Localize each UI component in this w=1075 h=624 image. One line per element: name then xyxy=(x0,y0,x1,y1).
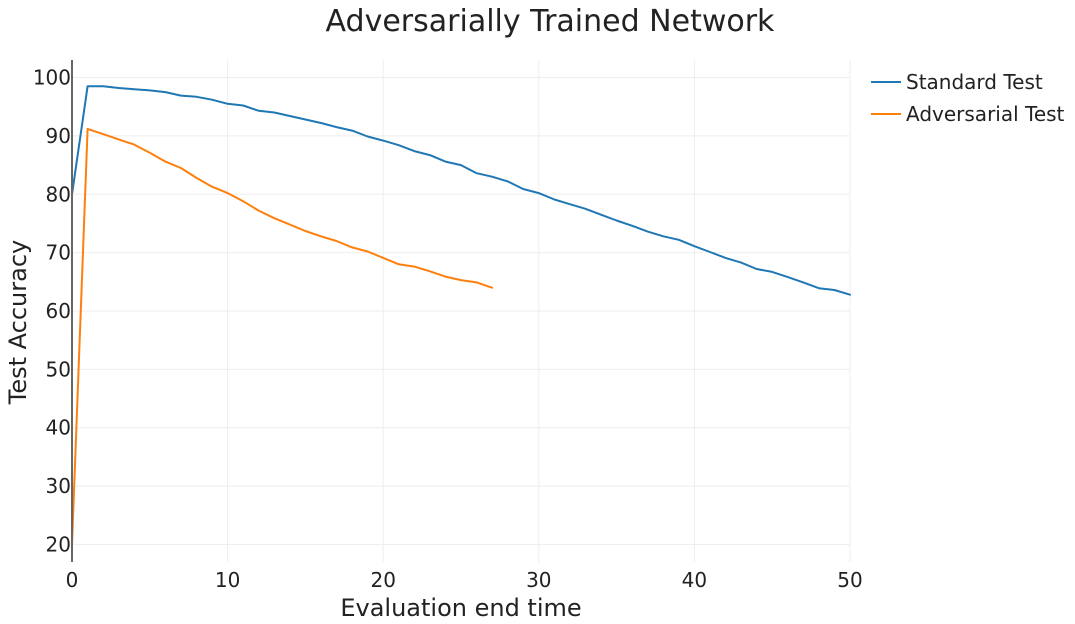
legend: Standard Test Adversarial Test xyxy=(871,70,1065,126)
legend-label: Standard Test xyxy=(906,70,1043,94)
y-tick-label: 70 xyxy=(46,241,71,265)
y-tick-label: 20 xyxy=(46,532,71,556)
x-tick-label: 0 xyxy=(66,568,79,592)
y-tick-label: 30 xyxy=(46,474,71,498)
x-tick-labels: 0 10 20 30 40 50 xyxy=(66,568,863,592)
y-tick-labels: 20 30 40 50 60 70 80 90 100 xyxy=(33,66,71,557)
x-tick-label: 20 xyxy=(370,568,395,592)
y-tick-label: 100 xyxy=(33,66,71,90)
x-tick-label: 10 xyxy=(215,568,240,592)
x-tick-label: 30 xyxy=(526,568,551,592)
y-tick-label: 50 xyxy=(46,357,71,381)
y-axis-title: Test Accuracy xyxy=(4,240,32,405)
y-tick-label: 40 xyxy=(46,416,71,440)
y-tick-label: 90 xyxy=(46,124,71,148)
legend-item[interactable]: Standard Test xyxy=(871,70,1043,94)
chart-title: Adversarially Trained Network xyxy=(326,4,776,39)
series-line-2 xyxy=(71,127,494,546)
legend-item[interactable]: Adversarial Test xyxy=(871,102,1065,126)
y-tick-label: 60 xyxy=(46,299,71,323)
x-axis-title: Evaluation end time xyxy=(340,594,581,622)
series-line-1 xyxy=(71,85,851,296)
series-lines xyxy=(71,85,851,546)
x-tick-label: 40 xyxy=(682,568,707,592)
legend-label: Adversarial Test xyxy=(906,102,1065,126)
x-tick-label: 50 xyxy=(837,568,862,592)
gridlines xyxy=(71,60,851,562)
y-tick-label: 80 xyxy=(46,182,71,206)
